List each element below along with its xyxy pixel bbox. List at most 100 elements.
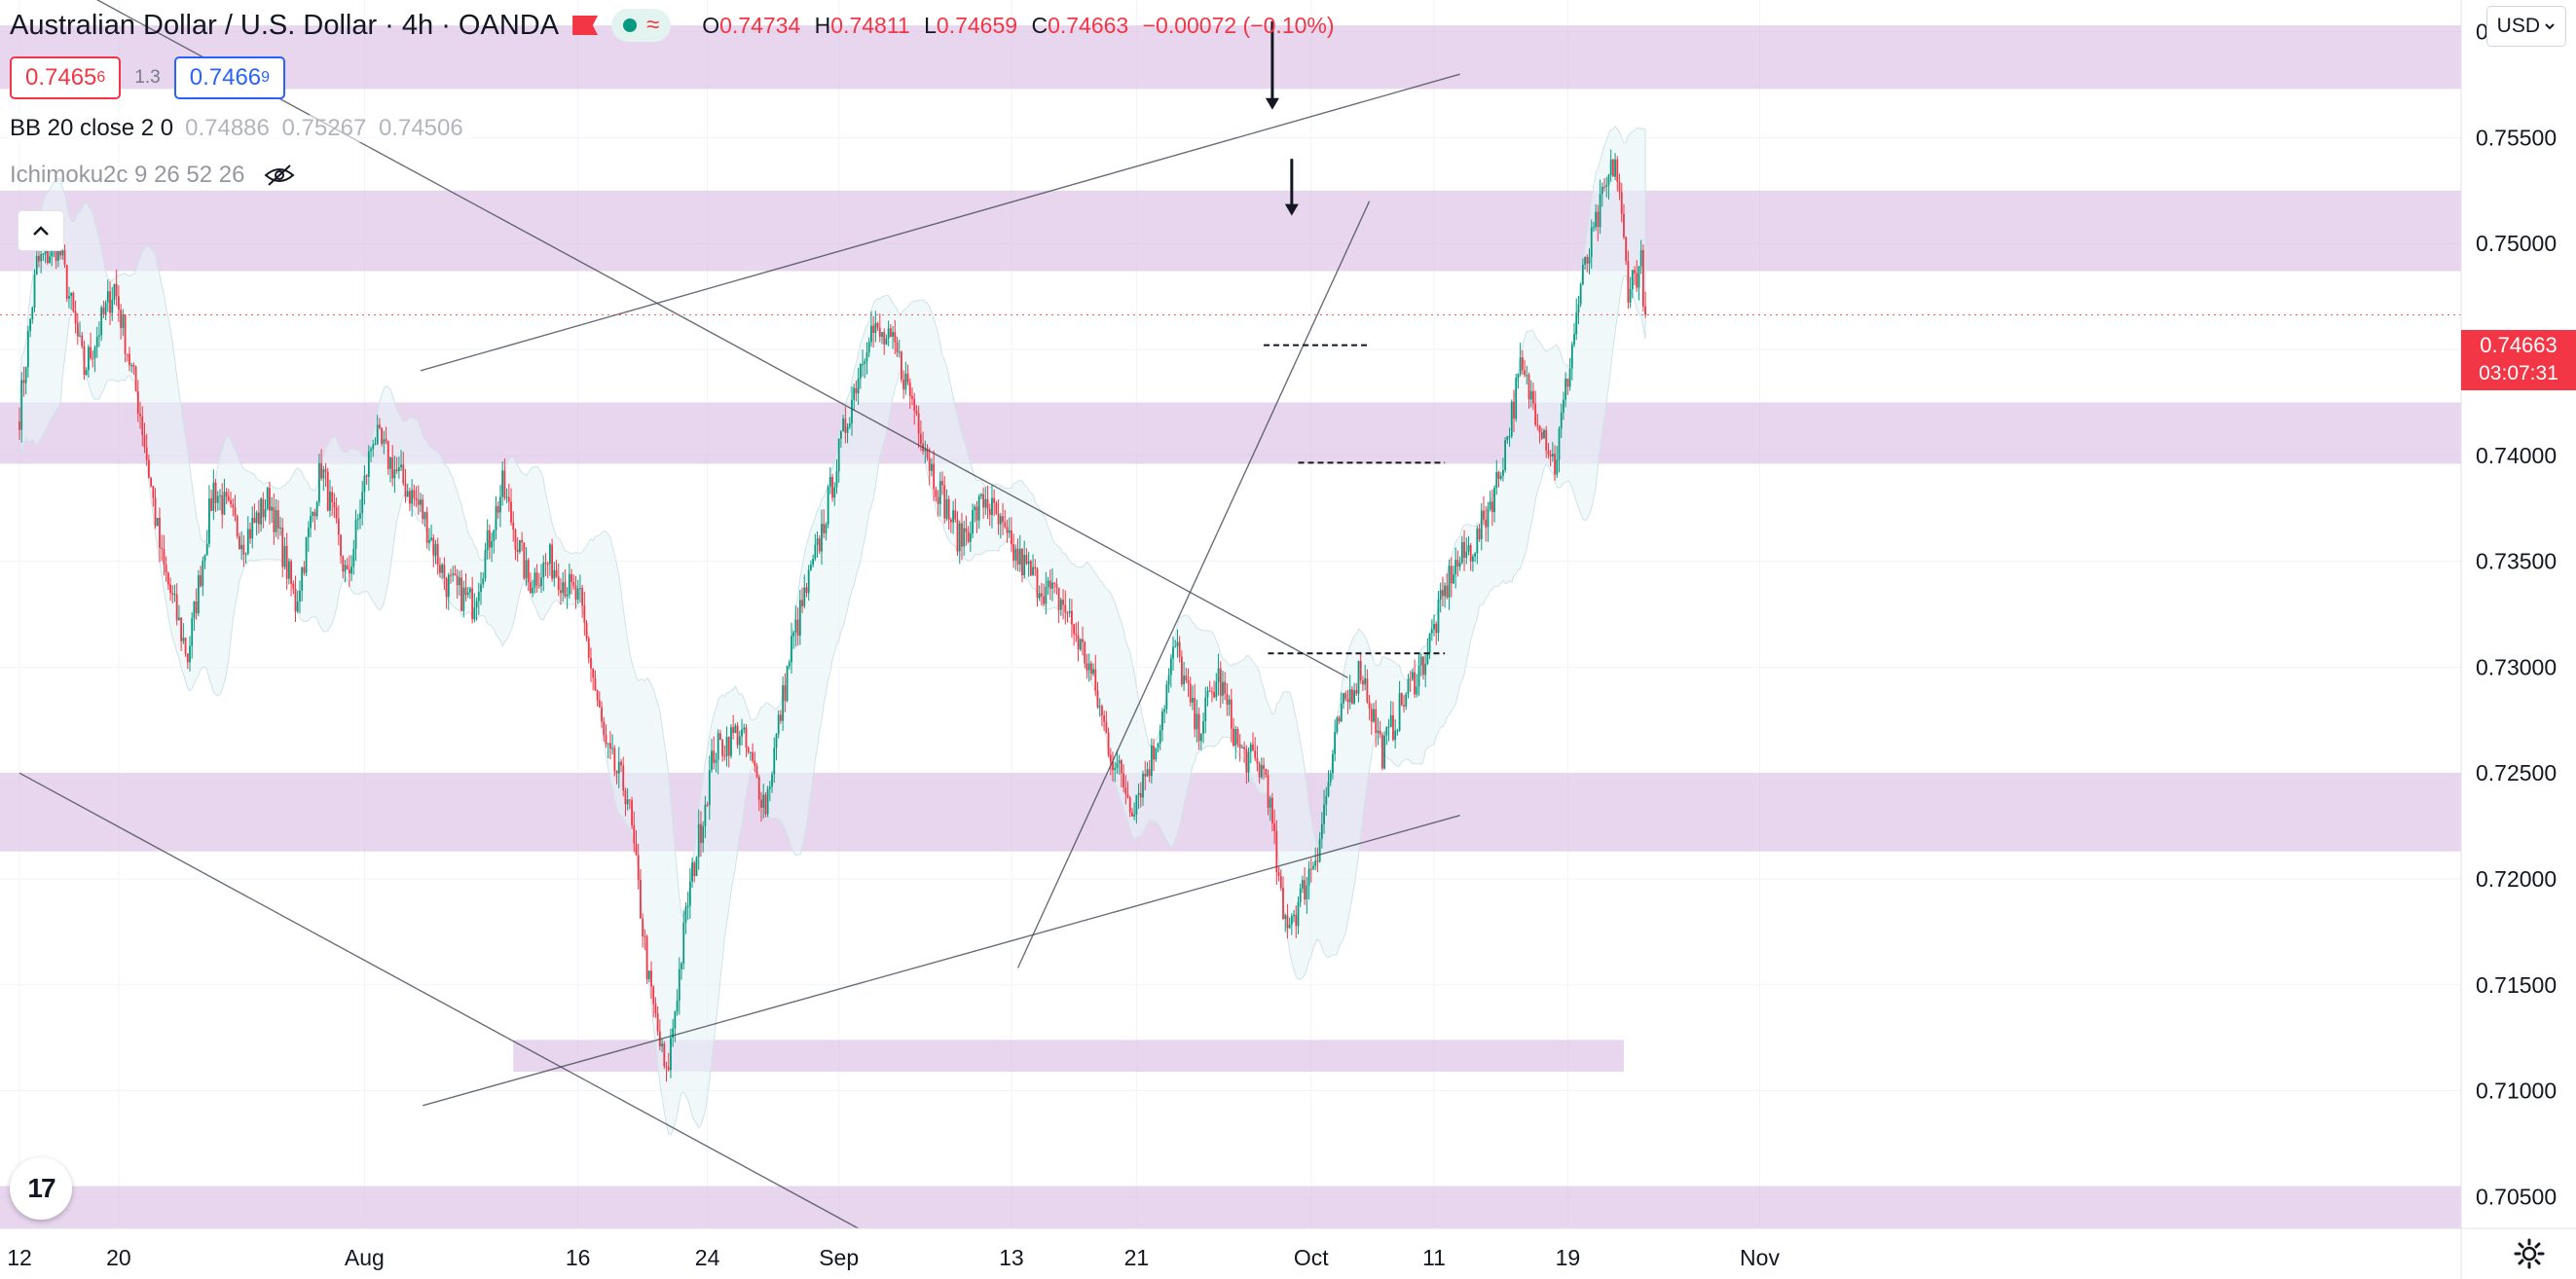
eye-hidden-icon[interactable] [263,164,296,187]
candle-body [688,881,691,906]
symbol-title[interactable]: Australian Dollar / U.S. Dollar · 4h · O… [10,9,560,41]
candle-body [535,572,538,586]
candle-body [1392,714,1394,741]
candle-body [570,573,572,583]
candle-body [1157,743,1159,749]
candle-body [1238,744,1241,749]
candle-body [1306,885,1308,899]
candle-body [620,761,622,766]
candle-body [1297,901,1300,927]
candle-body [1029,561,1032,576]
candle-body [376,424,379,445]
candle-body [521,540,523,543]
candle-body [68,296,70,299]
candle-body [1519,357,1522,374]
support-resistance-zones [0,25,2461,1228]
candle-body [771,774,773,787]
candle-body [1428,633,1431,653]
candle-body [1490,501,1493,513]
candle-body [1120,760,1122,774]
candle-body [184,638,187,654]
ichimoku-indicator-legend[interactable]: Ichimoku2c 9 26 52 26 [10,162,296,189]
sell-button[interactable]: 0.7465 6 [10,56,122,99]
candle-body [63,250,66,266]
candle-body [954,510,957,520]
candle-body [322,469,325,479]
candle-body [205,543,208,556]
candle-body [1185,676,1188,680]
candle-body [134,366,137,392]
candle-body [234,507,237,517]
candle-body [642,918,644,937]
candle-body [1385,727,1388,736]
candle-body [374,444,377,446]
candle-body [1460,541,1463,563]
candle-body [335,507,338,519]
candle-body [672,1028,675,1039]
candle-body [585,622,588,639]
buy-button[interactable]: 0.7466 9 [173,56,286,99]
candle-body [1049,580,1051,589]
candle-body [397,467,400,471]
candle-body [846,426,849,433]
candle-body [859,364,862,379]
candle-body [1051,582,1053,589]
candle-body [117,296,120,311]
candle-body [667,1067,670,1071]
candle-body [881,332,883,337]
candle-body [425,512,428,543]
candle-body [1208,690,1211,692]
gear-icon[interactable] [2510,1234,2549,1273]
candle-body [22,380,25,384]
candle-body [236,516,239,537]
candle-body [315,501,318,517]
candle-body [275,510,277,532]
price-tick-label: 0.75000 [2476,231,2557,256]
candle-body [1150,746,1153,777]
sr-zone [0,773,2461,852]
candle-body [853,387,856,400]
candle-body [947,498,950,520]
candle-body [1416,686,1418,695]
candle-body [1066,612,1069,614]
candle-body [454,573,457,576]
flag-icon[interactable] [572,16,599,35]
candle-body [1334,732,1337,754]
candle-body [221,494,224,515]
collapse-chevron-icon[interactable] [18,210,64,251]
candle-body [473,607,476,620]
candle-body [562,582,565,594]
candle-body [635,843,638,856]
candle-body [1087,663,1090,671]
candle-body [840,431,842,439]
market-status[interactable]: ≈ [611,9,672,42]
sr-zone [0,1186,2461,1228]
candle-body [1116,763,1119,769]
candle-body [363,475,366,493]
candle-body [583,605,586,623]
candle-body [422,499,424,520]
trend-line [420,73,1460,372]
candle-body [95,336,98,347]
candle-body [1122,773,1124,787]
candle-body [818,538,821,552]
candle-body [447,574,450,598]
candle-body [83,346,86,376]
currency-selector[interactable]: USD [2485,6,2566,47]
candle-body [1135,794,1138,815]
candle-body [754,760,756,766]
candle-body [333,501,336,508]
tradingview-logo-icon[interactable]: 17 [10,1157,72,1220]
time-tick-label: 13 [999,1245,1024,1270]
candle-body [1340,703,1343,722]
candle-body [1023,555,1026,576]
candle-body [574,585,577,601]
bb-indicator-legend[interactable]: BB 20 close 2 0 0.74886 0.75267 0.74506 [10,115,471,142]
candle-body [109,291,111,313]
candle-body [1407,678,1410,694]
price-tick-label: 0.73000 [2476,654,2557,679]
candle-body [150,478,153,487]
candle-body [1176,641,1179,646]
